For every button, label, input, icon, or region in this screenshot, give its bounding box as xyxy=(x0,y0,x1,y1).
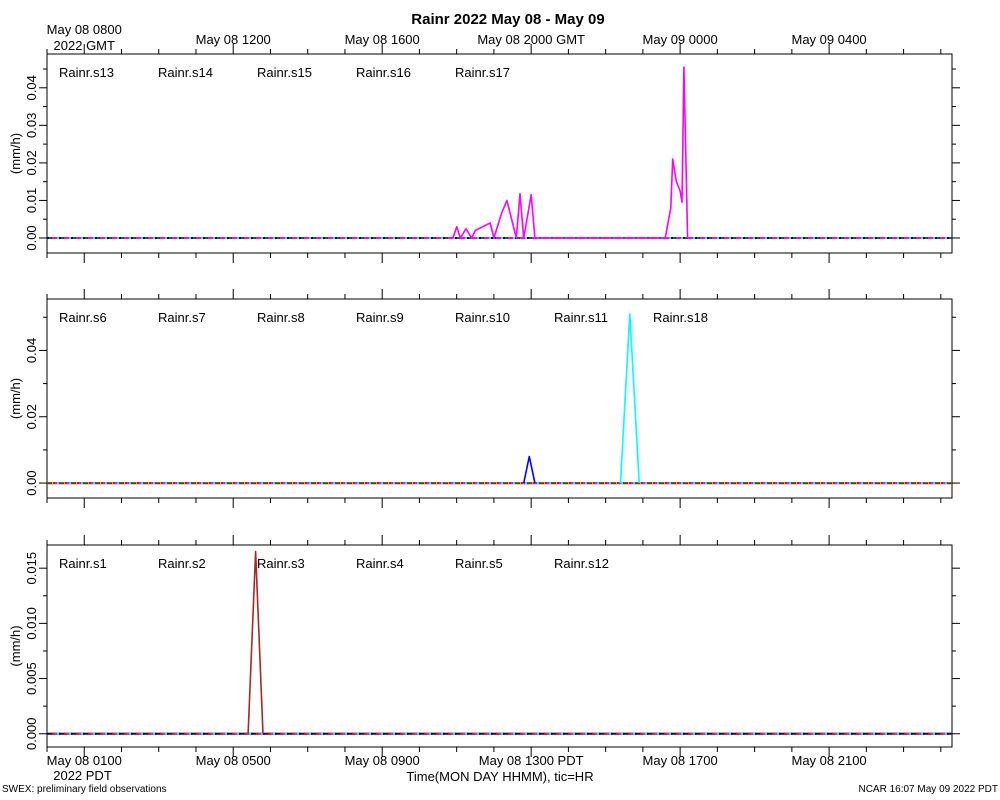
legend-entry: Rainr.s5 xyxy=(455,556,503,571)
legend-entry: Rainr.s13 xyxy=(59,65,114,80)
legend-entry: Rainr.s3 xyxy=(257,556,305,571)
panel-2: 0.00 0.02 0.04(mm/h) Rainr.s6 Rainr.s7 Rainr.… xyxy=(8,289,960,508)
legend-entry: Rainr.s7 xyxy=(158,310,206,325)
series-line-Rainr-s12 xyxy=(247,550,264,734)
top-tick-label: May 09 0400 xyxy=(792,32,867,47)
y-tick-label: 0.04 xyxy=(24,75,39,100)
bottom-tick-label: May 08 0100 xyxy=(47,753,122,768)
legend-entry: Rainr.s11 xyxy=(554,310,608,325)
legend-entry: Rainr.s10 xyxy=(455,310,510,325)
legend-entry: Rainr.s16 xyxy=(356,65,411,80)
series-line-Rainr-s9 xyxy=(619,313,640,484)
legend-entry: Rainr.s1 xyxy=(59,556,107,571)
panel-3: 0.000 0.005 0.010 0.015 (mm/h) Rainr.s1 Rainr.… xyxy=(8,535,960,757)
plot-frame xyxy=(46,298,953,499)
bottom-tick-label: May 08 0500 xyxy=(196,753,271,768)
bottom-tick-label: May 08 0900 xyxy=(345,753,420,768)
legend-entry: Rainr.s4 xyxy=(356,556,404,571)
y-axis-label: (mm/h) xyxy=(8,378,23,419)
top-tick-label: May 08 1200 xyxy=(196,32,271,47)
footer-left-note: SWEX: preliminary field observations xyxy=(2,784,167,795)
panel-1: 0.00 0.01 0.02 0.03 0.04 (mm/h) Rainr.s13 Rainr… xyxy=(8,44,960,263)
bottom-tick-label: May 08 1300 PDT xyxy=(479,753,584,768)
bottom-tick-label: May 08 2100 xyxy=(792,753,867,768)
series-line-Rainr-s8 xyxy=(522,455,536,484)
chart-title: Rainr 2022 May 08 - May 09 xyxy=(411,11,604,28)
legend-entry: Rainr.s6 xyxy=(59,310,107,325)
legend-entry: Rainr.s8 xyxy=(257,310,305,325)
legend-entry: Rainr.s14 xyxy=(158,65,213,80)
legend-entry: Rainr.s12 xyxy=(554,556,609,571)
top-tick-label: May 08 1600 xyxy=(345,32,420,47)
footer-right-stamp: NCAR 16:07 May 09 2022 PDT xyxy=(858,784,998,795)
plot-frame xyxy=(46,544,953,748)
y-axis-label: (mm/h) xyxy=(8,133,23,174)
y-tick-label: 0.02 xyxy=(24,150,39,175)
y-tick-label: 0.010 xyxy=(24,607,39,640)
legend-entry: Rainr.s2 xyxy=(158,556,206,571)
series-line-Rainr-s17 xyxy=(452,66,689,239)
legend-entry: Rainr.s18 xyxy=(653,310,708,325)
top-tick-label: May 08 0800 xyxy=(47,22,122,37)
legend-entry: Rainr.s9 xyxy=(356,310,404,325)
y-tick-label: 0.02 xyxy=(24,404,39,429)
y-tick-label: 0.00 xyxy=(24,470,39,495)
panels: 0.000.010.020.030.04(mm/h)Rainr.s13 Rainr… xyxy=(8,44,960,757)
bottom-tick-label: May 08 1700 xyxy=(643,753,718,768)
bottom-tick-sublabel: 2022 PDT xyxy=(53,768,112,783)
y-tick-label: 0.00 xyxy=(24,225,39,250)
top-tick-label: May 09 0000 xyxy=(643,32,718,47)
y-axis-label: (mm/h) xyxy=(8,625,23,666)
y-tick-label: 0.01 xyxy=(24,188,39,213)
y-tick-label: 0.04 xyxy=(24,338,39,363)
plot-frame xyxy=(46,53,953,254)
y-tick-label: 0.015 xyxy=(24,552,39,585)
top-tick-label: May 08 2000 GMT xyxy=(477,32,585,47)
y-tick-label: 0.000 xyxy=(24,717,39,750)
legend-entry: Rainr.s15 xyxy=(257,65,312,80)
y-tick-label: 0.005 xyxy=(24,662,39,695)
x-axis-label: Time(MON DAY HHMM), tic=HR xyxy=(406,769,593,784)
y-tick-label: 0.03 xyxy=(24,113,39,138)
legend-entry: Rainr.s17 xyxy=(455,65,510,80)
